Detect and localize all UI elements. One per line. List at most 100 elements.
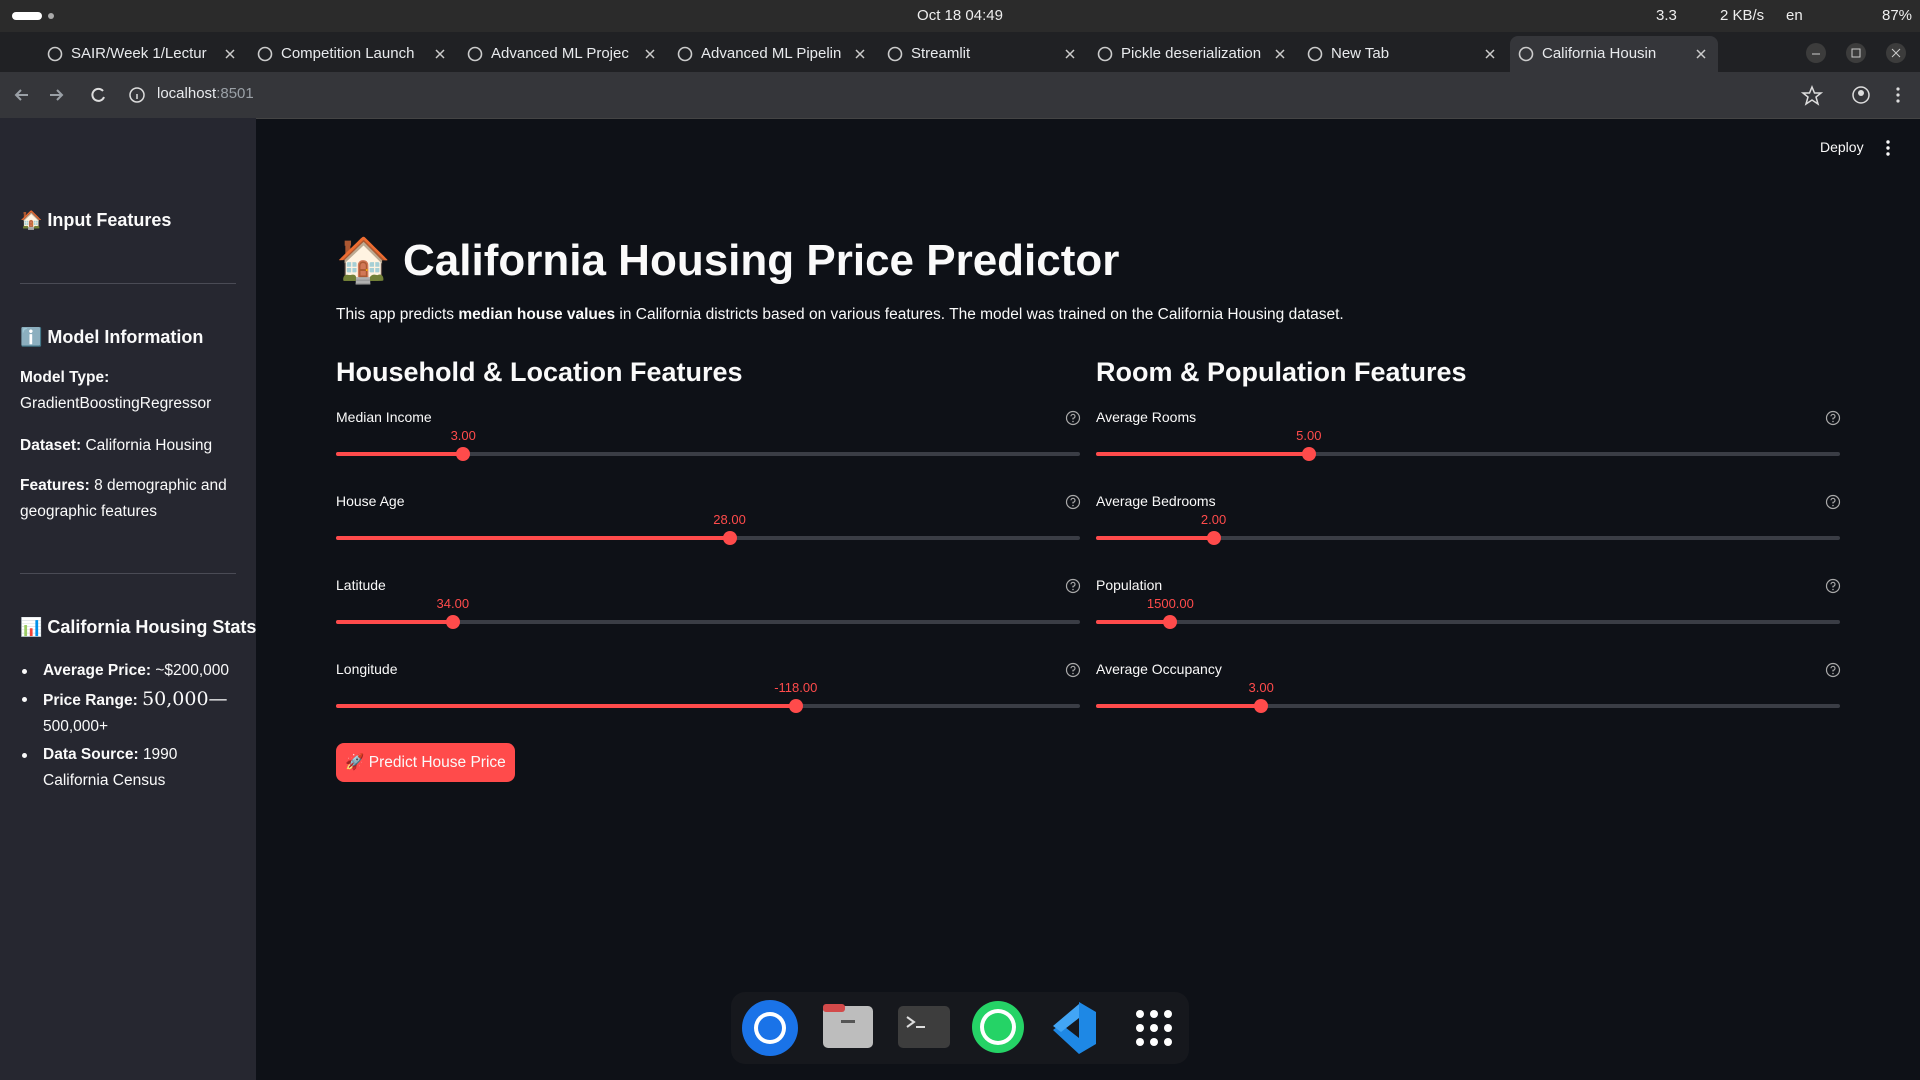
slider-fill xyxy=(1096,452,1309,456)
battery[interactable]: 87% xyxy=(1882,7,1913,24)
slider-thumb[interactable] xyxy=(1301,447,1316,461)
tab-bar: SAIR/Week 1/Lectur Competition Launch Adva… xyxy=(0,32,1920,72)
slider-track[interactable] xyxy=(336,699,1080,713)
dock xyxy=(731,992,1189,1064)
workspace-indicator xyxy=(48,13,54,19)
slider-thumb[interactable] xyxy=(1163,615,1178,629)
stat-value: 1990 California Census xyxy=(43,746,178,789)
section-heading: 📊 California Housing Stats xyxy=(20,617,257,637)
window-controls[interactable] xyxy=(1796,42,1916,64)
site-info-icon[interactable] xyxy=(128,86,146,104)
slider-track[interactable] xyxy=(1096,699,1840,713)
slider-value: 28.00 xyxy=(713,512,746,527)
tab-favicon xyxy=(1518,46,1534,62)
slider-label: Population xyxy=(1096,577,1163,593)
slider-value: 3.00 xyxy=(1248,680,1274,695)
slider-track[interactable] xyxy=(1096,531,1840,545)
slider-fill xyxy=(336,536,730,540)
slider-value: 1500.00 xyxy=(1146,596,1194,611)
slider-label: Latitude xyxy=(336,577,386,593)
system-bar: Oct 18 04:49 3.3 2 KB/s en 87% xyxy=(0,0,1920,32)
tab-close[interactable] xyxy=(225,49,235,59)
clock[interactable]: Oct 18 04:49 xyxy=(917,7,1003,24)
display-indicator[interactable]: 3.3 xyxy=(1656,7,1677,24)
help-icon[interactable] xyxy=(1825,662,1841,678)
tab-favicon xyxy=(257,46,273,62)
info-item: Dataset: California Housing xyxy=(20,433,242,459)
slider-thumb[interactable] xyxy=(1254,699,1269,713)
slider-track[interactable] xyxy=(1096,615,1840,629)
tab[interactable]: Advanced ML Pipelin xyxy=(669,36,877,72)
tab[interactable]: New Tab xyxy=(1299,36,1507,72)
help-icon[interactable] xyxy=(1065,578,1081,594)
help-icon[interactable] xyxy=(1825,494,1841,510)
toolbar-icons[interactable] xyxy=(1800,84,1910,106)
deploy-button[interactable]: Deploy xyxy=(1820,139,1864,155)
language[interactable]: en xyxy=(1786,7,1803,24)
tab[interactable]: Streamlit xyxy=(879,36,1087,72)
info-key: Features: xyxy=(20,477,90,494)
slider-track[interactable] xyxy=(336,447,1080,461)
description-text: This app predicts xyxy=(336,306,459,323)
page-title: 🏠 California Housing Price Predictor xyxy=(336,234,1119,286)
url[interactable]: localhost:8501 xyxy=(157,85,254,102)
slider-label: Longitude xyxy=(336,661,398,677)
tab-close[interactable] xyxy=(855,49,865,59)
active-tab[interactable]: California Housin xyxy=(1510,36,1718,72)
help-icon[interactable] xyxy=(1825,410,1841,426)
sidebar: 🏠 Input Features ℹ️ Model Information Mo… xyxy=(0,118,256,1080)
tab-favicon xyxy=(1307,46,1323,62)
section-heading: Household & Location Features xyxy=(336,357,743,387)
help-icon[interactable] xyxy=(1065,662,1081,678)
network-speed[interactable]: 2 KB/s xyxy=(1720,7,1765,24)
divider xyxy=(20,283,236,284)
dock-icons[interactable] xyxy=(731,992,1189,1064)
tab-favicon xyxy=(887,46,903,62)
info-item: Model Type: GradientBoostingRegressor xyxy=(20,365,242,417)
tab-close[interactable] xyxy=(645,49,655,59)
slider-track[interactable] xyxy=(336,531,1080,545)
slider-track[interactable] xyxy=(1096,447,1840,461)
stat-key: Average Price: xyxy=(43,662,151,679)
description: This app predicts median house values in… xyxy=(336,306,1344,324)
slider-fill xyxy=(336,452,464,456)
new-tab-button[interactable] xyxy=(1724,38,1736,50)
slider-label: House Age xyxy=(336,493,405,509)
nav-buttons[interactable] xyxy=(10,84,120,106)
help-icon[interactable] xyxy=(1065,494,1081,510)
slider-track[interactable] xyxy=(336,615,1080,629)
slider-thumb[interactable] xyxy=(1206,531,1221,545)
tab-close[interactable] xyxy=(1275,49,1285,59)
address-bar: localhost:8501 xyxy=(0,72,1920,119)
help-icon[interactable] xyxy=(1065,410,1081,426)
slider-thumb[interactable] xyxy=(788,699,803,713)
tab[interactable]: Advanced ML Projec xyxy=(459,36,667,72)
url-port: :8501 xyxy=(216,85,254,102)
tab-close[interactable] xyxy=(435,49,445,59)
slider-value: -118.00 xyxy=(774,680,818,695)
tab-close[interactable] xyxy=(1065,49,1075,59)
tab[interactable]: SAIR/Week 1/Lectur xyxy=(39,36,247,72)
main-menu[interactable] xyxy=(1882,139,1894,157)
tab[interactable]: Competition Launch xyxy=(249,36,457,72)
slider-thumb[interactable] xyxy=(722,531,737,545)
help-icon[interactable] xyxy=(1825,578,1841,594)
info-value: 8 demographic and geographic features xyxy=(20,477,227,520)
slider-thumb[interactable] xyxy=(456,447,471,461)
tab-close[interactable] xyxy=(1696,49,1706,59)
slider-label: Average Occupancy xyxy=(1096,661,1222,677)
slider-fill xyxy=(1096,704,1262,708)
tab-title: Advanced ML Projec xyxy=(491,45,629,62)
slider-fill xyxy=(1096,536,1214,540)
stat-key: Price Range: xyxy=(43,692,138,709)
info-value: California Housing xyxy=(85,437,213,454)
tab-title: SAIR/Week 1/Lectur xyxy=(71,45,207,62)
section-heading: ℹ️ Model Information xyxy=(20,327,204,347)
tab[interactable]: Pickle deserialization xyxy=(1089,36,1297,72)
predict-button[interactable]: 🚀 Predict House Price xyxy=(336,743,515,782)
slider-thumb[interactable] xyxy=(445,615,460,629)
tab-title: Streamlit xyxy=(911,45,971,62)
tab-close[interactable] xyxy=(1485,49,1495,59)
